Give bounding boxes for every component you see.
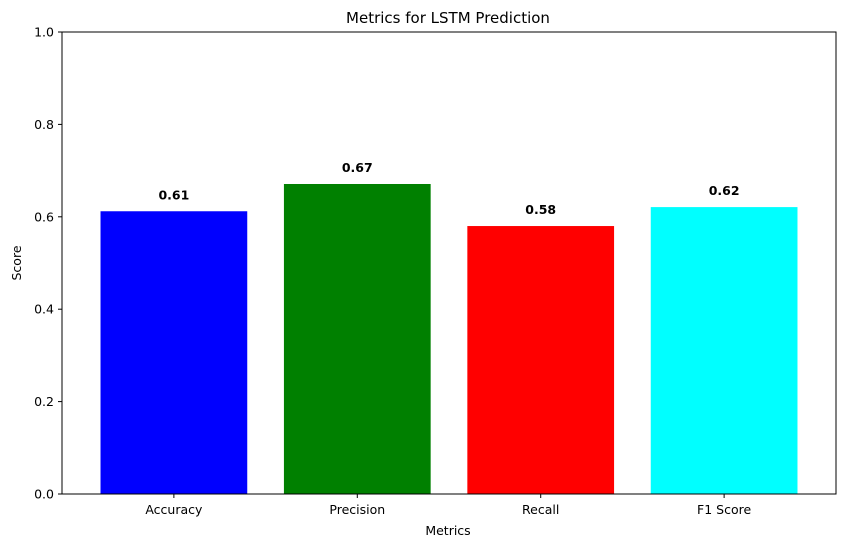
x-tick-label-f1-score: F1 Score xyxy=(697,502,751,517)
y-tick-label: 0.6 xyxy=(34,209,54,224)
bar-accuracy xyxy=(100,211,248,495)
bar-precision xyxy=(283,183,431,495)
bar-recall xyxy=(467,226,615,495)
x-axis-label: Metrics xyxy=(425,523,470,538)
bar-f1-score xyxy=(650,207,798,494)
x-tick-label-recall: Recall xyxy=(522,502,559,517)
x-axis: Accuracy Precision Recall F1 Score xyxy=(145,494,751,517)
y-tick-label: 0.4 xyxy=(34,302,54,317)
y-axis: 0.0 0.2 0.4 0.6 0.8 1.0 xyxy=(34,25,62,502)
x-tick-label-precision: Precision xyxy=(329,502,385,517)
y-axis-label: Score xyxy=(9,245,24,280)
data-label-recall: 0.58 xyxy=(525,202,556,217)
y-tick-label: 0.8 xyxy=(34,117,54,132)
data-label-f1-score: 0.62 xyxy=(709,183,740,198)
data-labels-group: 0.61 0.67 0.58 0.62 xyxy=(158,160,739,217)
x-tick-label-accuracy: Accuracy xyxy=(145,502,203,517)
y-tick-label: 0.0 xyxy=(34,487,54,502)
plot-frame xyxy=(61,31,837,495)
chart-title: Metrics for LSTM Prediction xyxy=(346,9,550,27)
bars-group xyxy=(100,183,798,495)
data-label-precision: 0.67 xyxy=(342,160,373,175)
data-label-accuracy: 0.61 xyxy=(158,187,189,202)
y-tick-label: 1.0 xyxy=(34,25,54,40)
y-tick-label: 0.2 xyxy=(34,394,54,409)
